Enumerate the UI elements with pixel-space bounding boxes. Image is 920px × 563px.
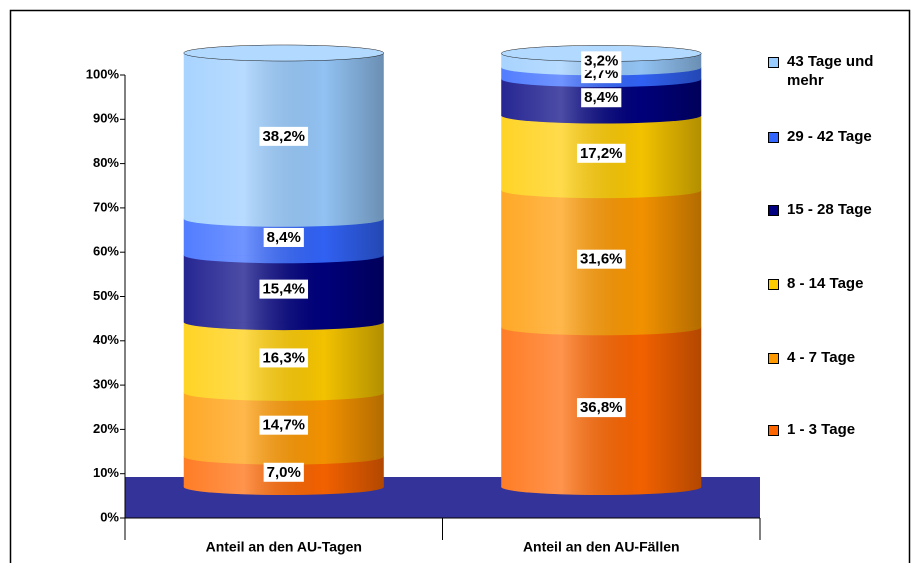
y-tick-label: 60%: [93, 244, 119, 259]
y-tick-label: 20%: [93, 421, 119, 436]
value-label-box: [259, 279, 309, 299]
y-tick-label: 50%: [93, 288, 119, 303]
value-label: 7,0%: [267, 464, 301, 481]
value-label: 17,2%: [580, 145, 623, 162]
value-label-box: [263, 462, 304, 482]
value-label: 8,4%: [584, 89, 618, 106]
value-label-box: [259, 415, 309, 435]
value-label: 36,8%: [580, 399, 623, 416]
value-label-box: [576, 143, 626, 163]
value-label: 15,4%: [262, 281, 305, 298]
value-label: 3,2%: [584, 52, 618, 69]
y-tick-label: 100%: [86, 66, 120, 81]
frame: [9, 9, 911, 563]
legend-swatch: [768, 57, 779, 68]
legend-swatch: [768, 132, 779, 143]
legend-item: 8 - 14 Tage: [768, 274, 906, 293]
value-label-box: [259, 126, 309, 146]
y-tick-label: 30%: [93, 377, 119, 392]
legend-swatch: [768, 425, 779, 436]
value-label-box: [263, 227, 304, 247]
legend-item: 4 - 7 Tage: [768, 348, 906, 367]
legend-swatch: [768, 353, 779, 364]
y-tick-label: 10%: [93, 465, 119, 480]
value-label: 31,6%: [580, 251, 623, 268]
legend-label: 1 - 3 Tage: [787, 421, 856, 438]
y-tick-label: 70%: [93, 199, 119, 214]
legend-swatch: [768, 279, 779, 290]
legend-item: 1 - 3 Tage: [768, 420, 906, 439]
value-label-box: [576, 249, 626, 269]
value-label: 8,4%: [267, 229, 301, 246]
legend-item: 15 - 28 Tage: [768, 200, 906, 219]
y-tick-label: 90%: [93, 111, 119, 126]
value-label-box: [576, 398, 626, 418]
y-tick-label: 0%: [100, 509, 119, 524]
legend-label: 43 Tage und mehr: [787, 53, 874, 89]
legend-item: 43 Tage und mehr: [768, 52, 906, 90]
value-label-box: [581, 51, 622, 71]
cylinder-top: [183, 44, 384, 62]
value-label: 16,3%: [262, 349, 305, 366]
value-label-box: [259, 348, 309, 368]
legend-label: 29 - 42 Tage: [787, 128, 872, 145]
legend-swatch: [768, 205, 779, 216]
y-tick-label: 80%: [93, 155, 119, 170]
y-tick-label: 40%: [93, 332, 119, 347]
value-label-box: [581, 88, 622, 108]
legend-item: 29 - 42 Tage: [768, 127, 906, 146]
x-tick-label: Anteil an den AU-Fällen: [523, 539, 680, 555]
legend-label: 8 - 14 Tage: [787, 275, 864, 292]
legend-label: 4 - 7 Tage: [787, 349, 856, 366]
value-label: 14,7%: [262, 417, 305, 434]
legend-label: 15 - 28 Tage: [787, 201, 872, 218]
x-tick-label: Anteil an den AU-Tagen: [206, 539, 362, 555]
value-label: 38,2%: [262, 128, 305, 145]
cylinder-top-shade: [183, 45, 384, 61]
